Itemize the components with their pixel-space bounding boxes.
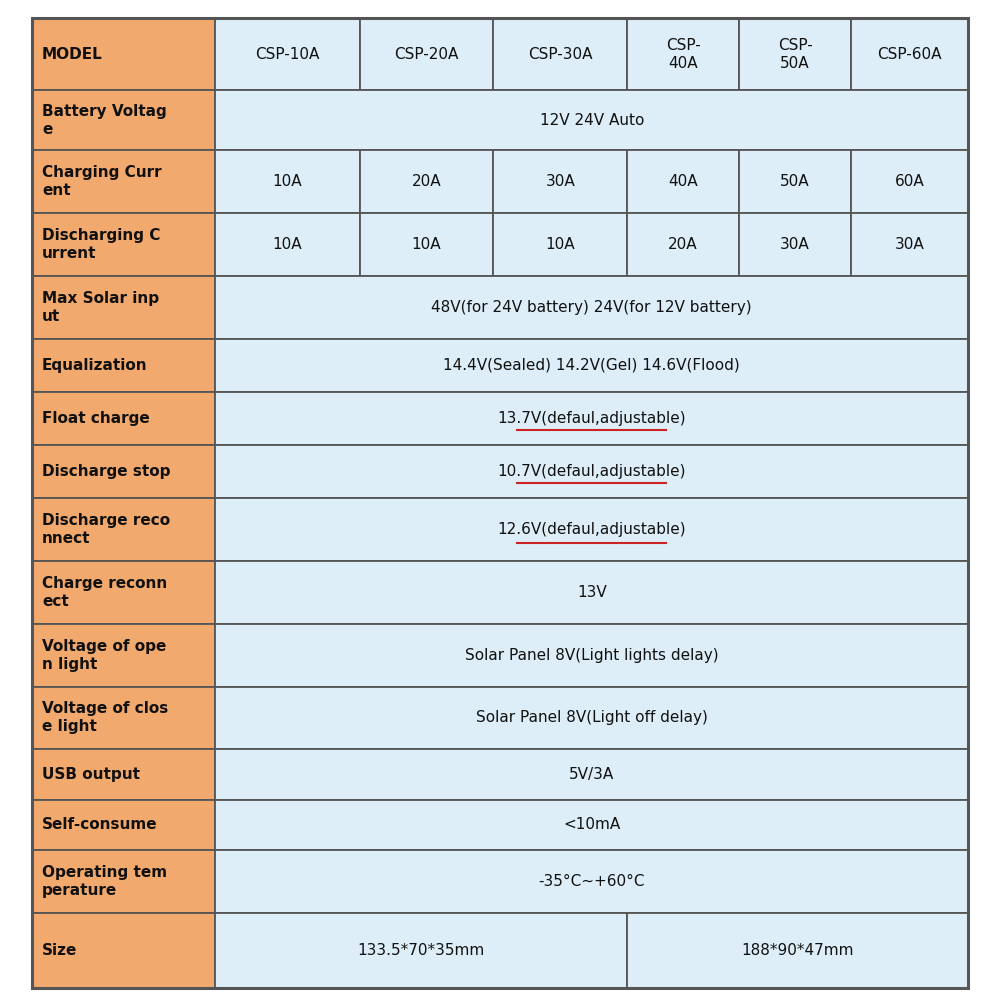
Text: 10A: 10A bbox=[412, 237, 441, 252]
Text: 48V(for 24V battery) 24V(for 12V battery): 48V(for 24V battery) 24V(for 12V battery… bbox=[431, 300, 752, 315]
Bar bbox=[493, 213, 627, 276]
Text: Discharging C
urrent: Discharging C urrent bbox=[42, 228, 160, 261]
Bar bbox=[493, 18, 627, 90]
Bar bbox=[360, 150, 493, 213]
Bar bbox=[627, 150, 739, 213]
Text: 10.7V(defaul,adjustable): 10.7V(defaul,adjustable) bbox=[497, 464, 686, 479]
Text: 30A: 30A bbox=[780, 237, 810, 252]
Bar bbox=[627, 213, 739, 276]
Text: CSP-20A: CSP-20A bbox=[394, 47, 459, 62]
Bar bbox=[215, 339, 968, 392]
Bar bbox=[215, 90, 968, 150]
Bar bbox=[215, 150, 360, 213]
Bar bbox=[851, 18, 968, 90]
Bar bbox=[215, 213, 360, 276]
Text: 5V/3A: 5V/3A bbox=[569, 767, 614, 782]
Bar bbox=[739, 213, 851, 276]
Text: Discharge reco
nnect: Discharge reco nnect bbox=[42, 513, 170, 546]
Bar bbox=[32, 276, 215, 339]
Text: 12.6V(defaul,adjustable): 12.6V(defaul,adjustable) bbox=[497, 522, 686, 537]
Text: 30A: 30A bbox=[545, 174, 575, 189]
Bar bbox=[32, 749, 215, 800]
Bar bbox=[32, 445, 215, 498]
Text: Battery Voltag
e: Battery Voltag e bbox=[42, 104, 167, 137]
Text: CSP-10A: CSP-10A bbox=[255, 47, 320, 62]
Bar bbox=[851, 213, 968, 276]
Bar bbox=[360, 213, 493, 276]
Text: Self-consume: Self-consume bbox=[42, 817, 158, 832]
Text: Solar Panel 8V(Light lights delay): Solar Panel 8V(Light lights delay) bbox=[465, 648, 719, 663]
Text: Max Solar inp
ut: Max Solar inp ut bbox=[42, 291, 159, 324]
Text: <10mA: <10mA bbox=[563, 817, 620, 832]
Text: 13.7V(defaul,adjustable): 13.7V(defaul,adjustable) bbox=[497, 411, 686, 426]
Bar bbox=[32, 850, 215, 913]
Text: CSP-30A: CSP-30A bbox=[528, 47, 593, 62]
Bar bbox=[32, 150, 215, 213]
Text: Voltage of ope
n light: Voltage of ope n light bbox=[42, 639, 166, 672]
Bar bbox=[32, 498, 215, 561]
Bar bbox=[32, 339, 215, 392]
Text: 133.5*70*35mm: 133.5*70*35mm bbox=[358, 943, 485, 958]
Bar bbox=[32, 213, 215, 276]
Text: MODEL: MODEL bbox=[42, 47, 103, 62]
Text: CSP-
50A: CSP- 50A bbox=[778, 38, 812, 71]
Bar bbox=[493, 150, 627, 213]
Bar bbox=[215, 749, 968, 800]
Text: 20A: 20A bbox=[668, 237, 698, 252]
Bar bbox=[215, 687, 968, 749]
Text: Voltage of clos
e light: Voltage of clos e light bbox=[42, 701, 168, 734]
Bar bbox=[32, 392, 215, 445]
Bar bbox=[32, 800, 215, 850]
Bar bbox=[627, 18, 739, 90]
Bar bbox=[360, 18, 493, 90]
Bar bbox=[215, 498, 968, 561]
Bar bbox=[32, 624, 215, 687]
Text: Equalization: Equalization bbox=[42, 358, 148, 373]
Text: Float charge: Float charge bbox=[42, 411, 150, 426]
Bar bbox=[32, 90, 215, 150]
Bar bbox=[32, 687, 215, 749]
Bar bbox=[215, 392, 968, 445]
Text: 12V 24V Auto: 12V 24V Auto bbox=[540, 113, 644, 128]
Bar bbox=[215, 445, 968, 498]
Bar bbox=[215, 913, 627, 988]
Text: Charging Curr
ent: Charging Curr ent bbox=[42, 165, 162, 198]
Bar bbox=[215, 850, 968, 913]
Bar bbox=[739, 150, 851, 213]
Bar bbox=[215, 624, 968, 687]
Text: Discharge stop: Discharge stop bbox=[42, 464, 170, 479]
Text: 13V: 13V bbox=[577, 585, 607, 600]
Text: CSP-60A: CSP-60A bbox=[877, 47, 942, 62]
Bar bbox=[215, 561, 968, 624]
Text: 10A: 10A bbox=[273, 174, 302, 189]
Text: 50A: 50A bbox=[780, 174, 810, 189]
Bar bbox=[32, 913, 215, 988]
Bar bbox=[215, 18, 360, 90]
Text: CSP-
40A: CSP- 40A bbox=[666, 38, 701, 71]
Text: -35°C~+60°C: -35°C~+60°C bbox=[538, 874, 645, 889]
Text: 30A: 30A bbox=[895, 237, 924, 252]
Text: Operating tem
perature: Operating tem perature bbox=[42, 865, 167, 898]
Text: Solar Panel 8V(Light off delay): Solar Panel 8V(Light off delay) bbox=[476, 710, 708, 725]
Bar bbox=[32, 561, 215, 624]
Text: 60A: 60A bbox=[895, 174, 924, 189]
Text: Charge reconn
ect: Charge reconn ect bbox=[42, 576, 167, 609]
Text: USB output: USB output bbox=[42, 767, 140, 782]
Text: 10A: 10A bbox=[546, 237, 575, 252]
Bar bbox=[739, 18, 851, 90]
Text: 40A: 40A bbox=[668, 174, 698, 189]
Bar bbox=[32, 18, 215, 90]
Bar bbox=[851, 150, 968, 213]
Text: 14.4V(Sealed) 14.2V(Gel) 14.6V(Flood): 14.4V(Sealed) 14.2V(Gel) 14.6V(Flood) bbox=[443, 358, 740, 373]
Text: 10A: 10A bbox=[273, 237, 302, 252]
Bar bbox=[215, 800, 968, 850]
Text: Size: Size bbox=[42, 943, 77, 958]
Bar bbox=[627, 913, 968, 988]
Text: 188*90*47mm: 188*90*47mm bbox=[741, 943, 854, 958]
Text: 20A: 20A bbox=[412, 174, 441, 189]
Bar bbox=[215, 276, 968, 339]
